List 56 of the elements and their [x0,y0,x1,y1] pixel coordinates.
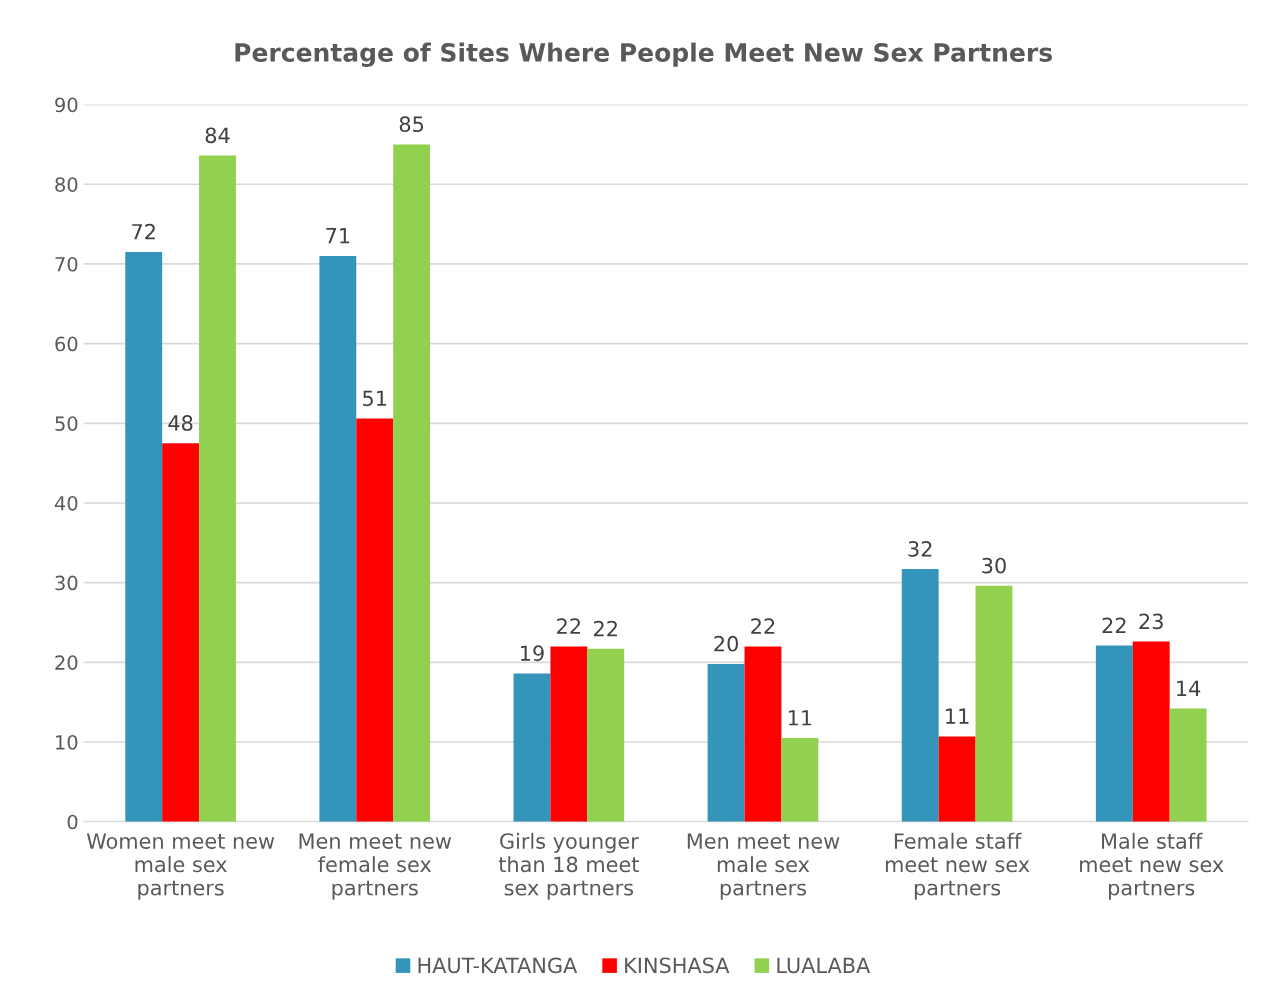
data-label: 71 [326,228,350,244]
x-tick-label: Women meet new male sex partners [86,833,275,900]
bar [1132,641,1170,822]
y-tick-label: 30 [55,575,78,591]
y-tick-label: 40 [54,495,78,511]
bar [319,255,357,822]
data-label: 32 [908,540,932,557]
bar [938,736,976,822]
bar [744,646,782,822]
x-tick-label: Men meet new female sex partners [299,833,452,900]
y-tick-label: 80 [55,177,78,192]
y-tick-label: 10 [56,734,78,750]
data-label: 30 [982,557,1006,574]
y-tick-label: 60 [55,336,78,352]
y-tick-label: 0 [67,814,78,830]
bar [356,418,394,822]
data-label: 14 [1177,680,1201,696]
data-label: 22 [557,618,581,634]
data-label: 48 [168,415,193,431]
y-tick-label: 50 [55,416,78,431]
bar [162,443,200,822]
x-tick-label: Male staff meet new sex partners [1080,832,1224,900]
bar [587,648,625,822]
legend-label: KINSHASA [625,957,730,974]
bar [1169,708,1207,822]
legend-label: HAUT-KATANGA [418,957,578,974]
bar [513,673,551,822]
bar [707,663,745,822]
bar [125,251,163,822]
data-label: 22 [1102,617,1126,633]
chart-title: Percentage of Sites Where People Meet New Sex Partners [235,42,1052,67]
x-tick-label: Girls younger than 18 meet sex partners [498,832,639,900]
data-label: 19 [521,645,544,662]
y-tick-label: 70 [55,256,78,272]
bar [975,585,1013,822]
x-tick-label: Female staff meet new sex partners [885,832,1030,900]
y-tick-label: 90 [55,97,78,113]
bar [1095,645,1133,822]
bar [781,738,819,822]
data-label: 22 [751,618,775,634]
data-label: 85 [399,116,424,133]
data-label: 22 [594,620,617,637]
data-label: 11 [788,710,812,726]
legend-label: LUALABA [777,957,871,974]
data-label: 20 [714,635,738,652]
bar [550,646,588,822]
data-label: 84 [205,127,230,144]
bar [199,155,236,822]
data-label: 51 [363,390,387,407]
data-label: 23 [1139,613,1163,630]
bar [901,569,939,822]
data-label: 11 [946,708,969,724]
data-label: 72 [132,223,155,240]
bar [393,144,431,822]
y-tick-label: 20 [55,655,78,670]
x-tick-label: Men meet new male sex partners [687,833,840,900]
